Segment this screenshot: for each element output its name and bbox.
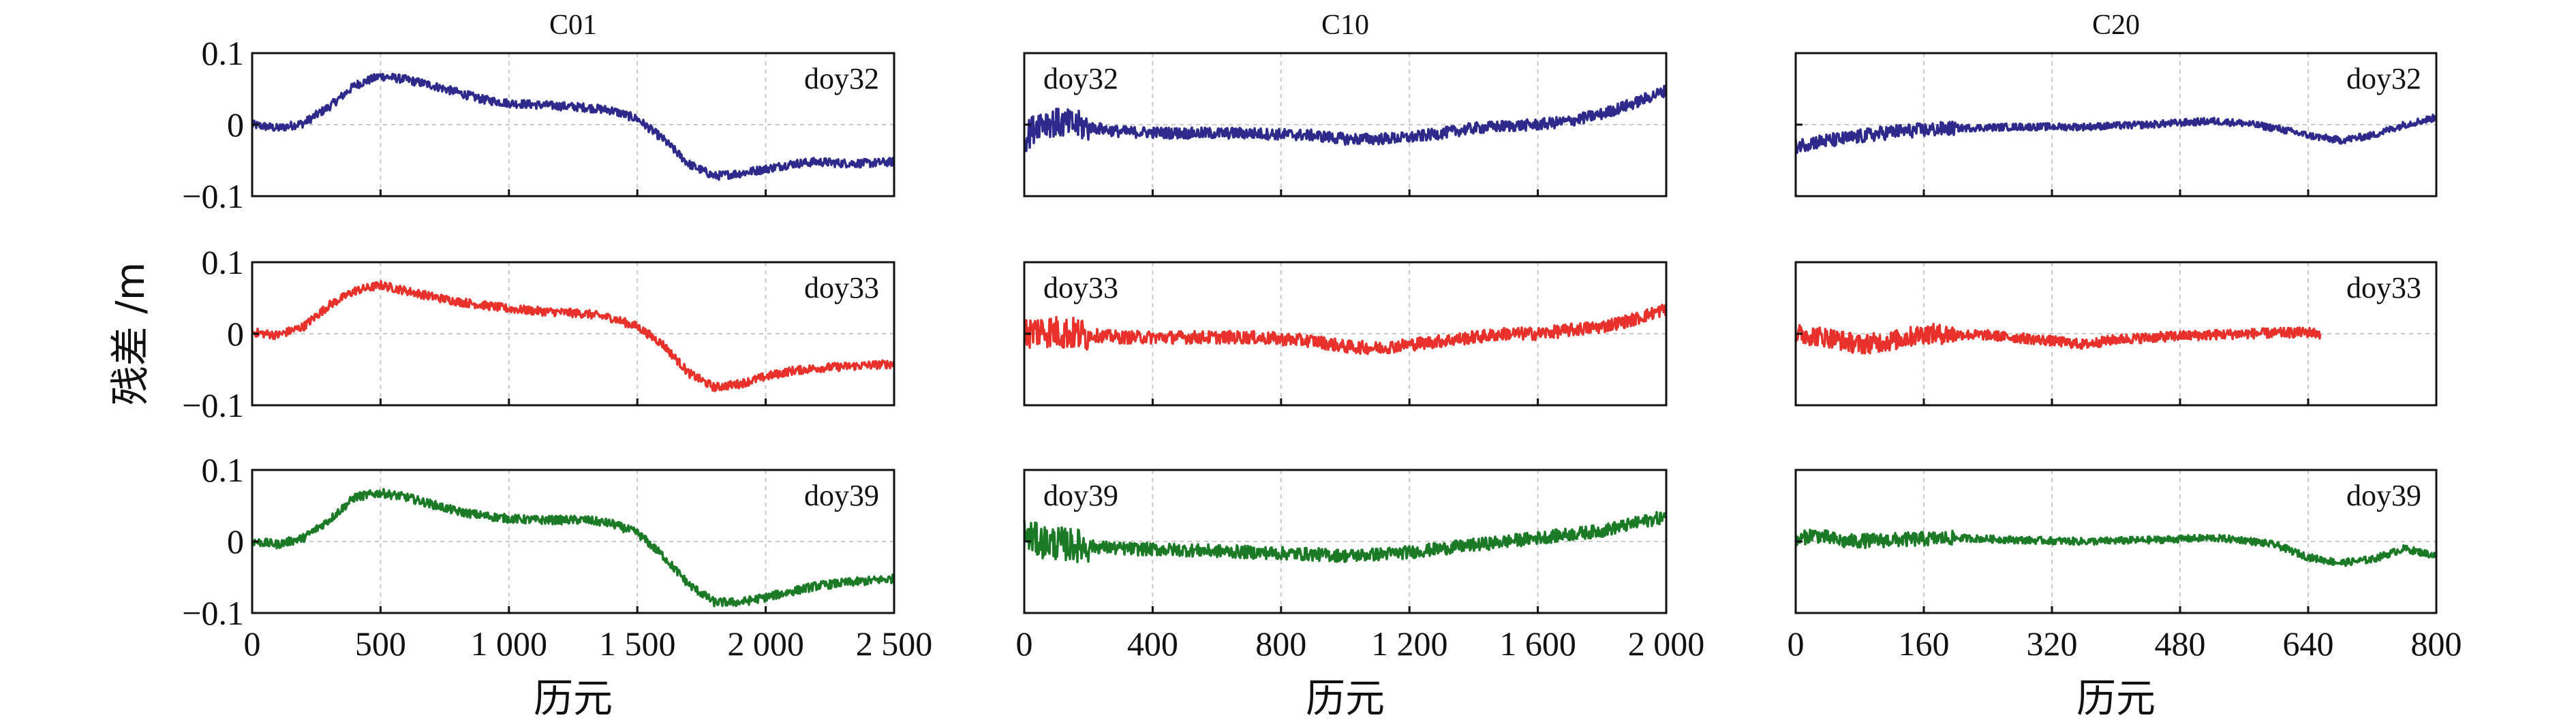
x-tick-label: 0 bbox=[1016, 625, 1033, 663]
column-title: C10 bbox=[1321, 10, 1369, 41]
subplot: doy39 0 160 320 480 640 800 历元 bbox=[1788, 469, 2462, 721]
series-label: doy32 bbox=[1043, 62, 1118, 95]
subplot: doy33 bbox=[1023, 261, 1668, 407]
series-line-doy39 bbox=[1023, 511, 1668, 563]
x-tick-label: 320 bbox=[2027, 625, 2078, 663]
x-axis-label: 历元 bbox=[2076, 675, 2156, 721]
series-line-doy33 bbox=[1023, 303, 1668, 356]
x-tick-label: 800 bbox=[2411, 625, 2462, 663]
series-label: doy33 bbox=[2346, 271, 2421, 304]
series-line-doy32 bbox=[251, 72, 895, 181]
series-label: doy32 bbox=[804, 62, 879, 95]
subplot: 0.1 0 −0.1 doy33 bbox=[182, 243, 895, 424]
x-tick-label: 1 500 bbox=[599, 625, 676, 663]
x-tick-label: 500 bbox=[355, 625, 406, 663]
x-tick-label: 480 bbox=[2155, 625, 2206, 663]
subplot: doy39 0 400 800 1 200 1 600 2 000 历元 bbox=[1016, 469, 1705, 721]
column-title: C20 bbox=[2092, 10, 2140, 41]
series-label: doy39 bbox=[1043, 479, 1118, 512]
series-line-doy32 bbox=[1794, 113, 2438, 155]
y-tick-label: −0.1 bbox=[182, 177, 244, 215]
x-tick-label: 800 bbox=[1255, 625, 1306, 663]
y-tick-label: −0.1 bbox=[182, 594, 244, 632]
y-tick-label: 0.1 bbox=[202, 243, 245, 281]
x-tick-label: 1 200 bbox=[1371, 625, 1448, 663]
y-tick-label: −0.1 bbox=[182, 386, 244, 424]
x-axis-label: 历元 bbox=[1306, 675, 1385, 721]
series-line-doy39 bbox=[1794, 529, 2438, 567]
y-axis-label: 残差 /m bbox=[107, 262, 153, 405]
y-tick-label: 0 bbox=[227, 106, 244, 144]
x-tick-label: 1 000 bbox=[471, 625, 548, 663]
x-tick-label: 2 000 bbox=[1628, 625, 1705, 663]
x-tick-label: 400 bbox=[1127, 625, 1178, 663]
series-label: doy39 bbox=[2346, 479, 2421, 512]
column-title: C01 bbox=[549, 10, 597, 41]
series-line-doy32 bbox=[1023, 84, 1668, 153]
subplot: doy32 bbox=[1023, 52, 1668, 198]
x-axis-label: 历元 bbox=[534, 675, 613, 721]
series-line-doy39 bbox=[251, 488, 895, 608]
subplot: doy33 bbox=[1794, 261, 2438, 407]
y-tick-label: 0.1 bbox=[202, 451, 245, 489]
series-line-doy33 bbox=[251, 280, 895, 392]
subplot: doy32 bbox=[1794, 52, 2438, 198]
x-tick-label: 160 bbox=[1899, 625, 1950, 663]
x-tick-label: 640 bbox=[2283, 625, 2334, 663]
y-tick-label: 0 bbox=[227, 315, 244, 353]
x-tick-label: 0 bbox=[1788, 625, 1805, 663]
series-label: doy33 bbox=[1043, 271, 1118, 304]
y-tick-label: 0 bbox=[227, 522, 244, 561]
y-tick-label: 0.1 bbox=[202, 34, 245, 72]
series-line-doy33 bbox=[1794, 322, 2322, 355]
subplot: 0.1 0 −0.1 doy32 bbox=[182, 34, 895, 215]
series-label: doy32 bbox=[2346, 62, 2421, 95]
series-label: doy39 bbox=[804, 479, 879, 512]
x-tick-label: 0 bbox=[244, 625, 261, 663]
x-tick-label: 2 500 bbox=[856, 625, 933, 663]
series-label: doy33 bbox=[804, 271, 879, 304]
x-tick-label: 1 600 bbox=[1499, 625, 1576, 663]
x-tick-label: 2 000 bbox=[727, 625, 804, 663]
plot-grid: C010.10−0.1doy320.10−0.1doy330.10−0.1doy… bbox=[182, 10, 2462, 721]
